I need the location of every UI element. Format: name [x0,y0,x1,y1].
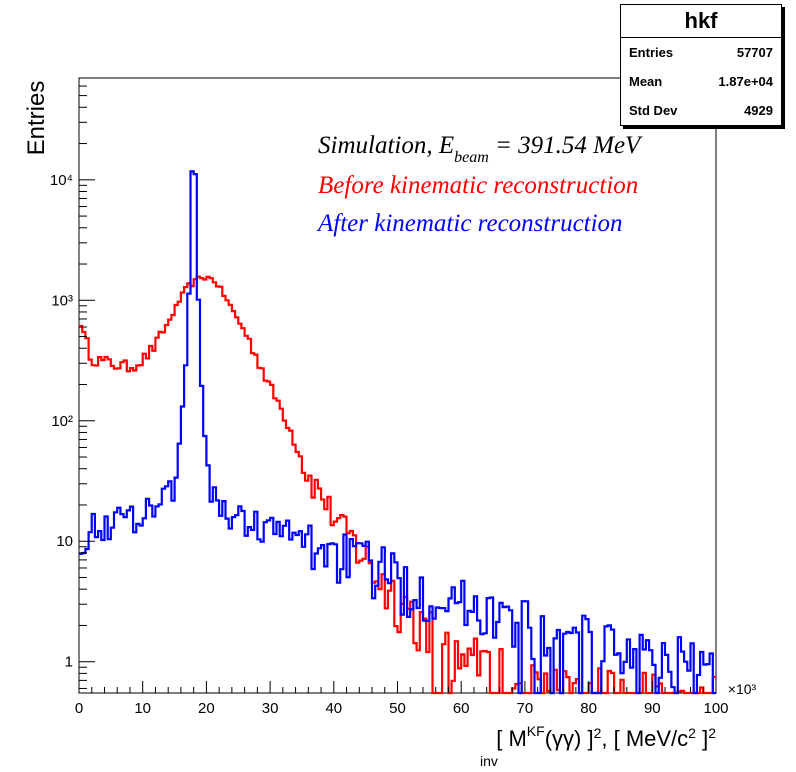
stats-value-stddev: 4929 [744,103,773,118]
x-tick-label: 70 [517,700,534,717]
series-after-line [79,170,716,695]
x-tick-label: 100 [703,700,728,717]
stats-label-entries: Entries [629,45,674,60]
stats-value-entries: 57707 [736,45,773,60]
x-multiplier: ×10³ [728,681,757,697]
y-tick-label: 10 [56,533,73,550]
stats-title: hkf [621,5,781,38]
x-tick-label: 40 [325,700,342,717]
y-tick-label: 10³ [51,292,73,309]
stats-label-stddev: Std Dev [629,103,678,118]
stats-row-stddev: Std Dev 4929 [621,96,781,125]
x-axis-label-sub: inv [480,753,498,769]
y-tick-label: 1 [65,654,73,671]
x-tick-label: 80 [580,700,597,717]
x-tick-label: 60 [453,700,470,717]
x-tick-label: 20 [198,700,215,717]
y-axis-label: Entries [23,81,50,156]
stats-row-mean: Mean 1.87e+04 [621,67,781,96]
x-tick-label: 30 [262,700,279,717]
x-tick-label: 90 [644,700,661,717]
x-axis-label: [ MKF(γγ) ]2, [ MeV/c2 ]2 [496,723,716,751]
legend-simulation: Simulation, Ebeam = 391.54 MeV [318,132,643,166]
stats-label-mean: Mean [629,74,663,89]
x-tick-label: 0 [75,700,83,717]
x-tick-label: 10 [134,700,151,717]
x-tick-label: 50 [389,700,406,717]
stats-box: hkf Entries 57707 Mean 1.87e+04 Std Dev … [620,4,782,126]
stats-row-entries: Entries 57707 [621,38,781,67]
y-tick-label: 10² [51,413,73,430]
series-before-line [79,275,716,695]
y-tick-label: 10⁴ [50,172,73,189]
stats-value-mean: 1.87e+04 [718,74,773,89]
legend-after: After kinematic reconstruction [316,210,623,237]
legend-before: Before kinematic reconstruction [318,172,638,199]
